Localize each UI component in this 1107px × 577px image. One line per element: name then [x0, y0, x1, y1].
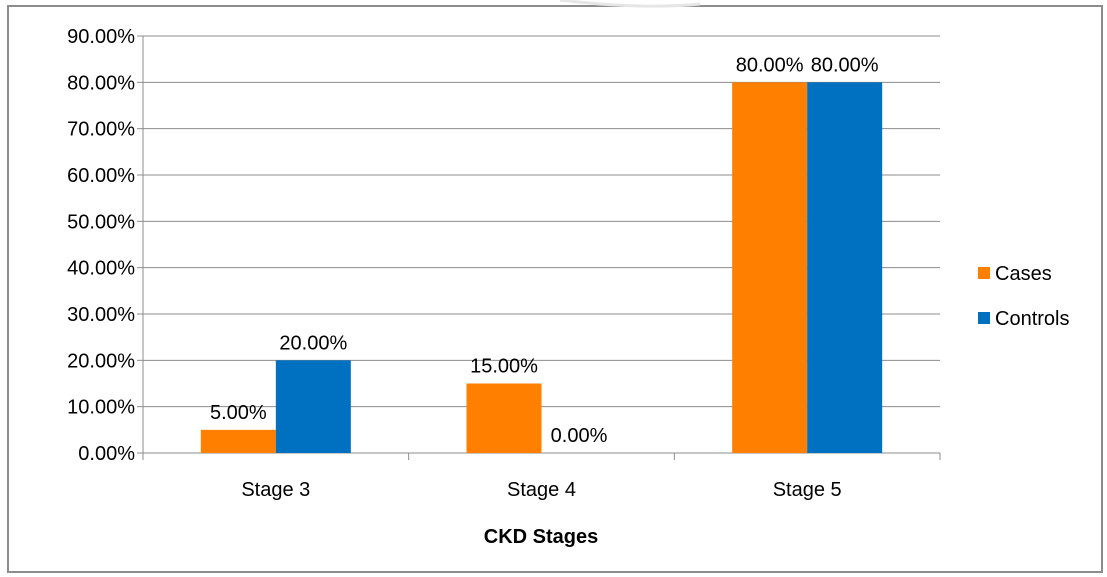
y-tick-label: 20.00%: [67, 350, 135, 372]
legend-swatch: [978, 267, 990, 279]
bar-controls-stage-3: [275, 360, 351, 453]
legend: Cases Controls: [978, 263, 1069, 330]
data-label: 20.00%: [279, 332, 347, 354]
y-tick-label: 70.00%: [67, 119, 135, 141]
category-label: Stage 4: [507, 479, 576, 501]
y-tick-label: 90.00%: [67, 26, 135, 48]
y-tick-label: 0.00%: [78, 443, 135, 465]
legend-label: Cases: [995, 263, 1052, 285]
chart-frame: [7, 5, 1103, 573]
y-axis: 0.00% 10.00% 20.00% 30.00% 40.00% 50.00% 60.00…: [67, 26, 144, 465]
data-label: 0.00%: [551, 425, 608, 447]
bar-cases-stage-4: [466, 383, 542, 453]
bar-cases-stage-3: [200, 429, 276, 453]
data-label: 80.00%: [811, 54, 879, 76]
y-tick-label: 40.00%: [67, 258, 135, 280]
legend-swatch: [978, 312, 990, 324]
data-label: 80.00%: [736, 54, 804, 76]
x-axis-title: CKD Stages: [484, 526, 598, 548]
y-tick-label: 60.00%: [67, 165, 135, 187]
y-tick-label: 30.00%: [67, 304, 135, 326]
data-label: 5.00%: [210, 402, 267, 424]
y-tick-label: 80.00%: [67, 72, 135, 94]
bar-controls-stage-5: [807, 82, 883, 453]
y-tick-label: 10.00%: [67, 397, 135, 419]
y-tick-label: 50.00%: [67, 211, 135, 233]
watermark-arc: [559, 0, 701, 8]
legend-label: Controls: [995, 308, 1069, 330]
category-label: Stage 3: [241, 479, 310, 501]
bars-group: [200, 82, 883, 453]
category-label: Stage 5: [773, 479, 842, 501]
data-label: 15.00%: [470, 356, 538, 378]
x-axis: Stage 3 Stage 4 Stage 5: [142, 452, 941, 501]
data-labels-group: 5.00% 15.00% 80.00% 20.00% 0.00% 80.00%: [210, 54, 879, 447]
bar-cases-stage-5: [732, 82, 808, 453]
